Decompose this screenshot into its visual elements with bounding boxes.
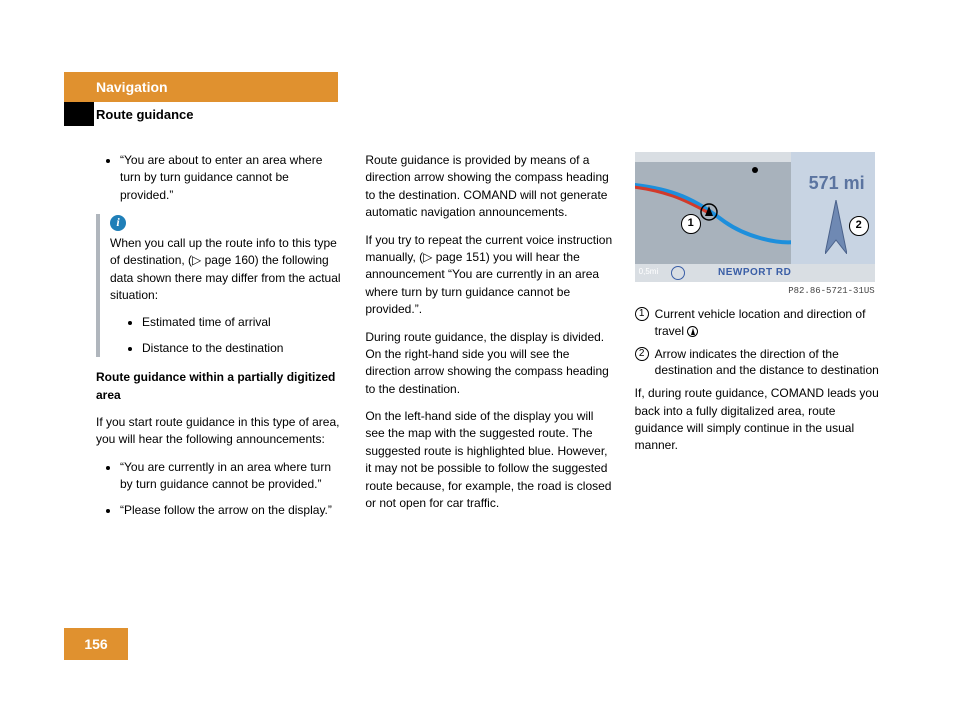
figure-wrap: 571 mi NEWPORT RD 0,5mi 1 2 P82.86-5721-… [635, 152, 884, 298]
info-bullet-list: Estimated time of arrival Distance to th… [110, 314, 345, 357]
side-tab [64, 102, 94, 126]
col1-intro-list: “You are about to enter an area where tu… [96, 152, 345, 204]
list-item: “You are currently in an area where turn… [120, 459, 345, 494]
col2-p3: During route guidance, the display is di… [365, 329, 614, 399]
legend-num-2: 2 [635, 347, 649, 361]
list-item: “Please follow the arrow on the display.… [120, 502, 345, 519]
col2-p1: Route guidance is provided by means of a… [365, 152, 614, 222]
column-3: 571 mi NEWPORT RD 0,5mi 1 2 P82.86-5721-… [635, 152, 884, 529]
col2-p4: On the left-hand side of the display you… [365, 408, 614, 512]
legend-num-1: 1 [635, 307, 649, 321]
dest-marker [752, 167, 758, 173]
north-arrow-icon [825, 200, 847, 254]
col1-para: If you start route guidance in this type… [96, 414, 345, 449]
legend-1-text: Current vehicle location and direction o… [655, 307, 866, 338]
distance-readout: 571 mi [809, 170, 865, 196]
page-number: 156 [64, 628, 128, 660]
column-1: “You are about to enter an area where tu… [96, 152, 345, 529]
info-callout: i When you call up the route info to thi… [96, 214, 345, 357]
col1-list-2: “You are currently in an area where turn… [96, 459, 345, 519]
legend-row-2: 2 Arrow indicates the direction of the d… [635, 346, 884, 380]
north-arrow-shape [825, 200, 847, 254]
route-lines [635, 152, 795, 282]
subsection-title: Route guidance [96, 102, 194, 126]
compass-inline-icon [687, 326, 698, 337]
info-text: When you call up the route info to this … [110, 235, 345, 305]
map-scale: 0,5mi [639, 266, 659, 278]
legend-text-1: Current vehicle location and direction o… [655, 306, 884, 340]
map-figure: 571 mi NEWPORT RD 0,5mi 1 2 [635, 152, 875, 282]
col3-para: If, during route guidance, COMAND leads … [635, 385, 884, 455]
content-columns: “You are about to enter an area where tu… [96, 152, 884, 529]
callout-1: 1 [681, 214, 701, 234]
list-item: “You are about to enter an area where tu… [120, 152, 345, 204]
list-item: Estimated time of arrival [142, 314, 345, 331]
info-icon: i [110, 215, 126, 231]
callout-2: 2 [849, 216, 869, 236]
column-2: Route guidance is provided by means of a… [365, 152, 614, 529]
figure-caption: P82.86-5721-31US [635, 285, 875, 298]
legend-row-1: 1 Current vehicle location and direction… [635, 306, 884, 340]
road-name: NEWPORT RD [718, 266, 791, 281]
section-title: Navigation [96, 79, 168, 95]
col1-heading: Route guidance within a partially digiti… [96, 369, 345, 404]
col2-p2: If you try to repeat the current voice i… [365, 232, 614, 319]
route-red-line [635, 186, 707, 212]
compass-button-icon [671, 266, 685, 280]
list-item: Distance to the destination [142, 340, 345, 357]
section-header: Navigation [64, 72, 338, 102]
legend-text-2: Arrow indicates the direction of the des… [655, 346, 884, 380]
